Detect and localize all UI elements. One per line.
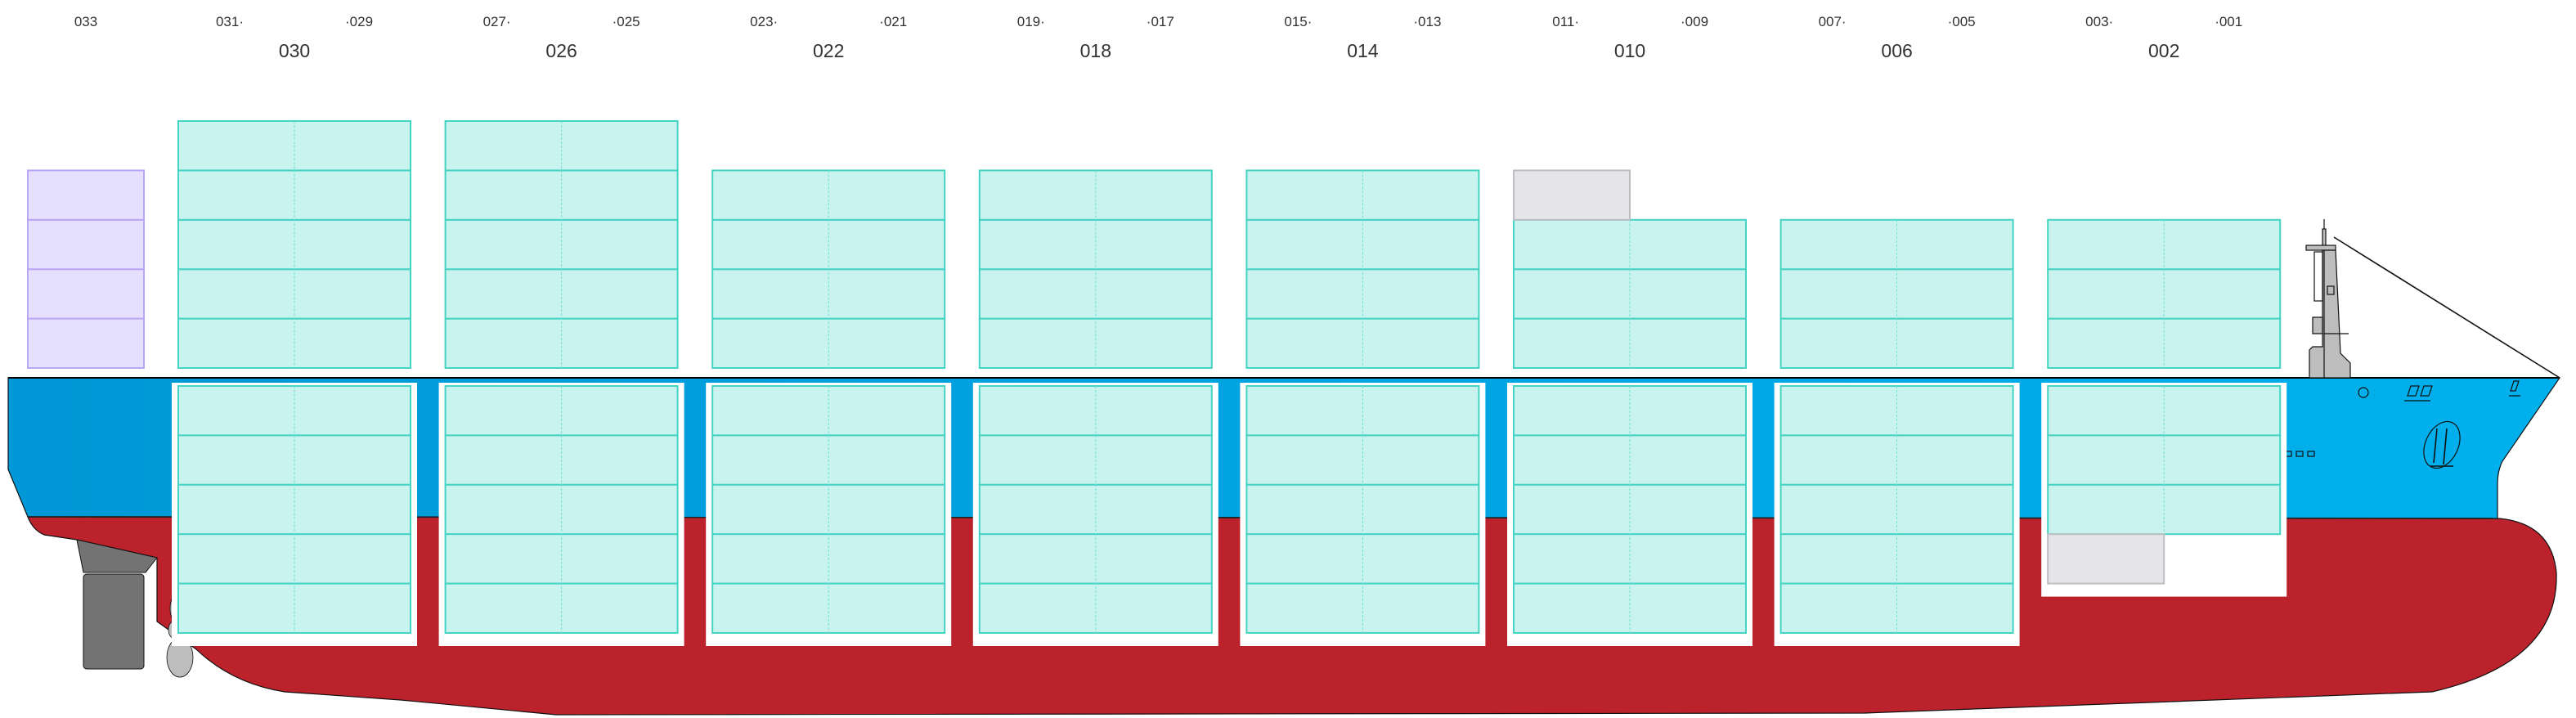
bay-right-label: ·029	[345, 14, 373, 29]
hold-026	[438, 383, 684, 646]
hold-018	[972, 383, 1218, 646]
bow-details	[2284, 380, 2520, 469]
bay-010	[1513, 169, 1747, 370]
foremast	[2305, 219, 2560, 379]
bay-label: 022	[813, 40, 844, 61]
bay-left-label: 019·	[1017, 14, 1045, 29]
container-slot[interactable]	[27, 268, 145, 320]
bow-mark-icon	[2509, 380, 2520, 397]
bay-018	[978, 169, 1213, 370]
bay-label: 030	[279, 40, 310, 61]
draft-mark-icon	[2404, 385, 2433, 402]
hold-022	[706, 383, 952, 646]
bay-label: 006	[1881, 40, 1912, 61]
cargo-holds	[172, 383, 2287, 646]
empty-slot[interactable]	[2047, 533, 2165, 585]
hold-002	[2041, 383, 2287, 597]
bay-right-label: ·025	[613, 14, 640, 29]
bay-label: 033	[74, 14, 97, 29]
bay-right-label: ·009	[1681, 14, 1708, 29]
bay-right-label: ·001	[2215, 14, 2242, 29]
bay-right-label: ·017	[1147, 14, 1174, 29]
bay-left-label: 015·	[1284, 14, 1312, 29]
bay-left-label: 003·	[2085, 14, 2113, 29]
hold-010	[1507, 383, 1752, 646]
bay-030	[177, 120, 411, 370]
bay-left-label: 031·	[216, 14, 244, 29]
bay-026	[444, 120, 679, 370]
bay-label: 014	[1347, 40, 1379, 61]
hold-030	[172, 383, 417, 646]
hold-006	[1774, 383, 2020, 646]
bay-014	[1245, 169, 1480, 370]
bay-right-label: ·021	[879, 14, 907, 29]
bay-labels: 033 031· ·029 030 027· ·025 026 023· ·021 022 019·…	[74, 14, 2242, 61]
hold-014	[1240, 383, 1486, 646]
rudder-horn	[76, 539, 158, 573]
container-slot[interactable]	[27, 218, 145, 271]
bay-left-label: 023·	[750, 14, 778, 29]
bay-right-label: ·005	[1948, 14, 1976, 29]
bay-002	[2047, 218, 2282, 370]
bay-label: 018	[1080, 40, 1111, 61]
bay-right-label: ·013	[1413, 14, 1441, 29]
container-slot[interactable]	[27, 169, 145, 221]
rudder-blade	[83, 573, 145, 670]
deck-stacks	[27, 120, 2282, 370]
empty-slot[interactable]	[1513, 169, 1631, 221]
bay-006	[1779, 218, 2014, 370]
bay-label: 002	[2148, 40, 2179, 61]
bay-left-label: 027·	[483, 14, 511, 29]
bay-033	[27, 169, 145, 370]
bay-left-label: 011·	[1552, 14, 1579, 29]
bay-label: 010	[1614, 40, 1645, 61]
hull-marking-icon	[2358, 387, 2369, 398]
bay-022	[711, 169, 946, 370]
bay-label: 026	[545, 40, 577, 61]
anchor-icon	[2430, 428, 2453, 467]
anchor-pocket-icon	[2423, 420, 2461, 469]
bay-left-label: 007·	[1819, 14, 1847, 29]
container-slot[interactable]	[27, 317, 145, 370]
